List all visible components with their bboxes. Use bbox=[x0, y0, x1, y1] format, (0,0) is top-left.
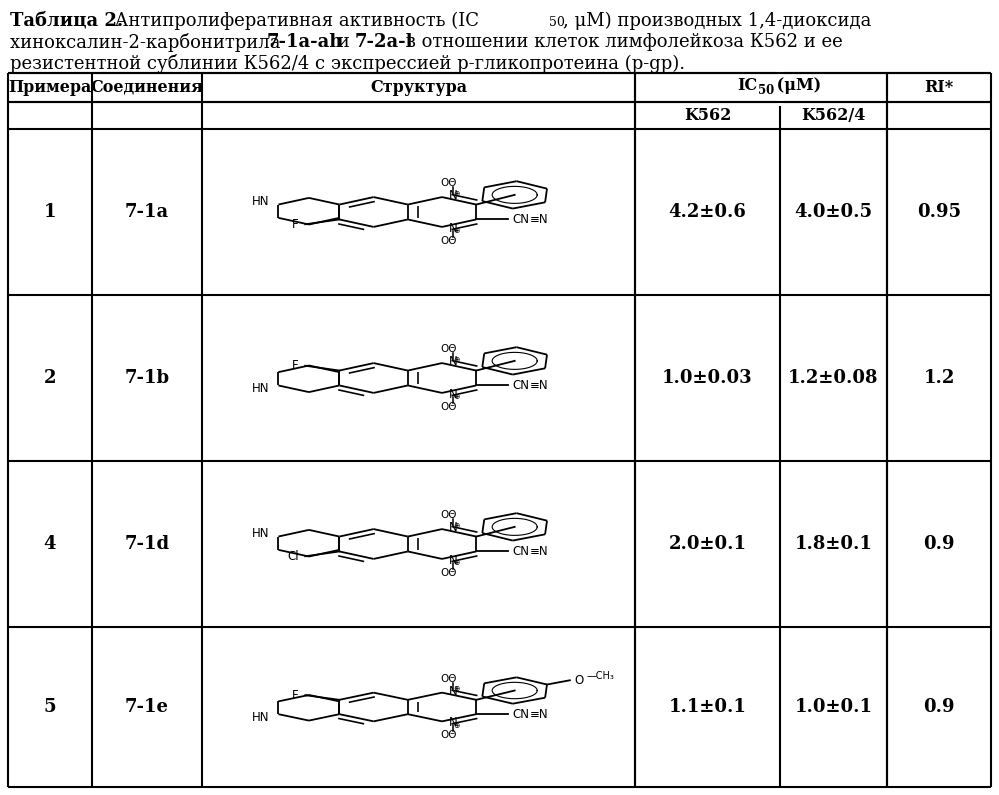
Text: RI*: RI* bbox=[924, 79, 954, 96]
Text: 5: 5 bbox=[44, 698, 56, 716]
Text: ⊕: ⊕ bbox=[454, 558, 461, 568]
Text: 7-2a-l: 7-2a-l bbox=[355, 33, 414, 51]
Text: 4.0±0.5: 4.0±0.5 bbox=[794, 203, 872, 221]
Text: 1.8±0.1: 1.8±0.1 bbox=[794, 535, 872, 553]
Text: 7-1e: 7-1e bbox=[125, 698, 169, 716]
Text: Антипролиферативная активность (IC: Антипролиферативная активность (IC bbox=[109, 12, 479, 30]
Text: CN: CN bbox=[512, 545, 529, 558]
Text: N: N bbox=[449, 521, 458, 534]
Text: 7-1a-ah: 7-1a-ah bbox=[267, 33, 344, 51]
Text: Примера: Примера bbox=[8, 79, 92, 96]
Text: 4: 4 bbox=[44, 535, 56, 553]
Text: CN: CN bbox=[512, 379, 529, 392]
Text: N: N bbox=[449, 189, 458, 202]
Text: HN: HN bbox=[253, 382, 270, 395]
Text: OΘ: OΘ bbox=[441, 730, 457, 739]
Text: 1.0±0.03: 1.0±0.03 bbox=[662, 369, 753, 387]
Text: OΘ: OΘ bbox=[441, 401, 457, 412]
Text: 7-1b: 7-1b bbox=[125, 369, 170, 387]
Text: 50: 50 bbox=[758, 83, 774, 96]
Text: резистентной сублинии К562/4 с экспрессией р-гликопротеина (р-gp).: резистентной сублинии К562/4 с экспресси… bbox=[10, 54, 685, 73]
Text: 1: 1 bbox=[44, 203, 56, 221]
Text: 1.0±0.1: 1.0±0.1 bbox=[794, 698, 872, 716]
Text: OΘ: OΘ bbox=[441, 235, 457, 246]
Text: ≡N: ≡N bbox=[529, 213, 548, 226]
Text: OΘ: OΘ bbox=[441, 344, 457, 355]
Text: ⊕: ⊕ bbox=[454, 355, 461, 363]
Text: Структура: Структура bbox=[370, 79, 468, 96]
Text: N: N bbox=[449, 222, 458, 235]
Text: N: N bbox=[449, 684, 458, 697]
Text: 50: 50 bbox=[549, 16, 564, 29]
Text: ≡N: ≡N bbox=[529, 708, 548, 721]
Text: HN: HN bbox=[253, 195, 270, 207]
Text: HN: HN bbox=[253, 711, 270, 723]
Text: F: F bbox=[293, 218, 299, 231]
Text: F: F bbox=[293, 688, 299, 702]
Text: 0.9: 0.9 bbox=[923, 698, 955, 716]
Text: IC: IC bbox=[737, 77, 757, 94]
Text: K562/4: K562/4 bbox=[801, 107, 866, 124]
Text: ≡N: ≡N bbox=[529, 379, 548, 392]
Text: Таблица 2.: Таблица 2. bbox=[10, 12, 123, 30]
Text: OΘ: OΘ bbox=[441, 568, 457, 578]
Text: N: N bbox=[449, 554, 458, 567]
Text: Соединения: Соединения bbox=[91, 79, 204, 96]
Text: ⊕: ⊕ bbox=[454, 521, 461, 529]
Text: 7-1d: 7-1d bbox=[125, 535, 170, 553]
Text: OΘ: OΘ bbox=[441, 674, 457, 684]
Text: (μM): (μM) bbox=[771, 77, 821, 94]
Text: 1.2: 1.2 bbox=[923, 369, 955, 387]
Text: в отношении клеток лимфолейкоза К562 и ее: в отношении клеток лимфолейкоза К562 и е… bbox=[400, 33, 843, 51]
Text: ⊕: ⊕ bbox=[454, 393, 461, 401]
Text: 0.9: 0.9 bbox=[923, 535, 955, 553]
Text: ⊕: ⊕ bbox=[454, 188, 461, 197]
Text: 1.2±0.08: 1.2±0.08 bbox=[788, 369, 879, 387]
Text: N: N bbox=[449, 716, 458, 729]
Text: N: N bbox=[449, 355, 458, 368]
Text: HN: HN bbox=[253, 527, 270, 540]
Text: F: F bbox=[293, 359, 299, 372]
Text: 1.1±0.1: 1.1±0.1 bbox=[668, 698, 746, 716]
Text: CN: CN bbox=[512, 708, 529, 721]
Text: —CH₃: —CH₃ bbox=[587, 671, 614, 681]
Text: CN: CN bbox=[512, 213, 529, 226]
Text: 0.95: 0.95 bbox=[917, 203, 961, 221]
Text: хиноксалин-2-карбонитрила: хиноксалин-2-карбонитрила bbox=[10, 33, 287, 52]
Text: ⊕: ⊕ bbox=[454, 227, 461, 235]
Text: OΘ: OΘ bbox=[441, 178, 457, 188]
Text: 4.2±0.6: 4.2±0.6 bbox=[668, 203, 746, 221]
Text: O: O bbox=[574, 674, 583, 687]
Text: N: N bbox=[449, 388, 458, 401]
Text: и: и bbox=[332, 33, 356, 51]
Text: ≡N: ≡N bbox=[529, 545, 548, 558]
Text: ⊕: ⊕ bbox=[454, 721, 461, 730]
Text: ⊕: ⊕ bbox=[454, 684, 461, 693]
Text: 7-1a: 7-1a bbox=[125, 203, 169, 221]
Text: Cl: Cl bbox=[288, 550, 299, 563]
Text: 2.0±0.1: 2.0±0.1 bbox=[668, 535, 746, 553]
Text: 2: 2 bbox=[44, 369, 56, 387]
Text: K562: K562 bbox=[683, 107, 731, 124]
Text: OΘ: OΘ bbox=[441, 510, 457, 521]
Text: , μM) производных 1,4-диоксида: , μM) производных 1,4-диоксида bbox=[563, 12, 871, 30]
